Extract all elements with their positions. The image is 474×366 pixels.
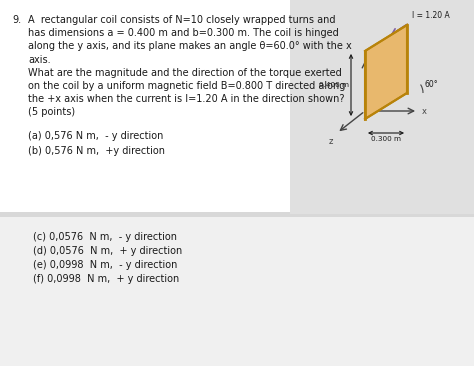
Text: has dimensions a = 0.400 m and b=0.300 m. The coil is hinged: has dimensions a = 0.400 m and b=0.300 m…: [28, 28, 339, 38]
Text: the +x axis when the current is I=1.20 A in the direction shown?: the +x axis when the current is I=1.20 A…: [28, 94, 345, 104]
Text: 0.400 m: 0.400 m: [319, 82, 349, 88]
Text: 60°: 60°: [425, 80, 438, 89]
Text: (5 points): (5 points): [28, 107, 75, 117]
Text: (c) 0,0576  N m,  - y direction: (c) 0,0576 N m, - y direction: [33, 232, 177, 242]
Text: I = 1.20 A: I = 1.20 A: [412, 11, 450, 20]
Text: What are the magnitude and the direction of the torque exerted: What are the magnitude and the direction…: [28, 68, 342, 78]
Text: axis.: axis.: [28, 55, 51, 65]
Bar: [290, 0, 474, 214]
Text: along the y axis, and its plane makes an angle θ=60.0° with the x: along the y axis, and its plane makes an…: [28, 41, 352, 51]
Text: A  rectangular coil consists of N=10 closely wrapped turns and: A rectangular coil consists of N=10 clos…: [28, 15, 336, 25]
Text: (d) 0,0576  N m,  + y direction: (d) 0,0576 N m, + y direction: [33, 246, 182, 256]
Text: on the coil by a uniform magnetic field B=0.800 T directed along: on the coil by a uniform magnetic field …: [28, 81, 346, 91]
Bar: [0, 212, 474, 217]
Polygon shape: [365, 25, 407, 119]
Text: y: y: [367, 48, 372, 56]
Text: z: z: [328, 137, 333, 146]
Text: (e) 0,0998  N m,  - y direction: (e) 0,0998 N m, - y direction: [33, 260, 177, 270]
Text: 0.300 m: 0.300 m: [371, 136, 401, 142]
Bar: [0, 0, 474, 214]
Text: (f) 0,0998  N m,  + y direction: (f) 0,0998 N m, + y direction: [33, 274, 179, 284]
Text: (a) 0,576 N m,  - y direction: (a) 0,576 N m, - y direction: [28, 131, 164, 141]
Text: (b) 0,576 N m,  +y direction: (b) 0,576 N m, +y direction: [28, 146, 165, 156]
Text: x: x: [422, 107, 427, 116]
Text: 9.: 9.: [12, 15, 21, 25]
